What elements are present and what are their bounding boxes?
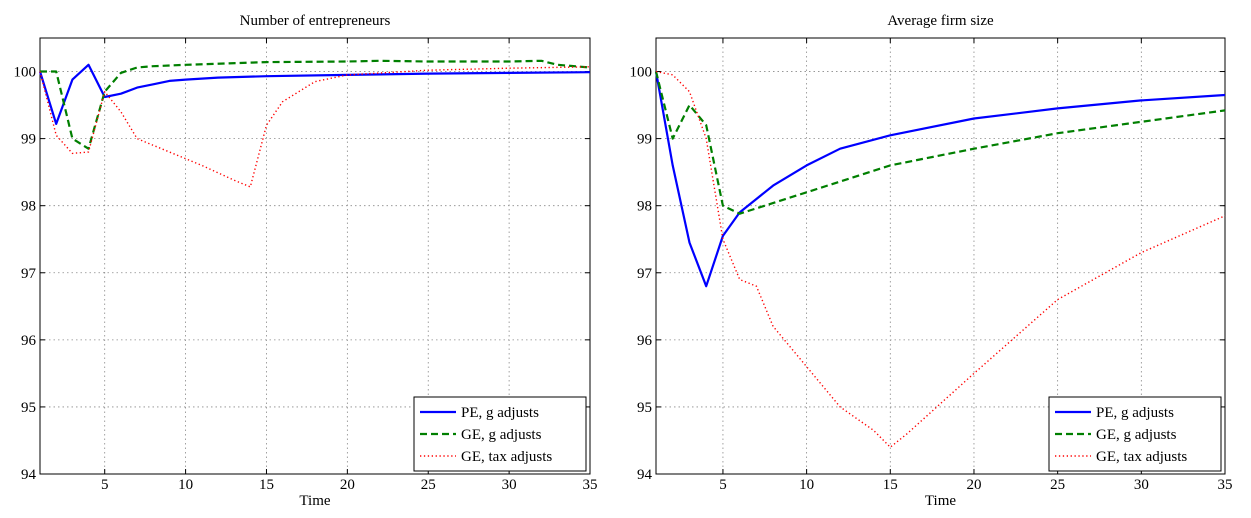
y-tick-label: 98 [637,199,652,215]
x-tick-label: 5 [101,477,109,493]
y-tick-label: 95 [21,400,36,416]
y-tick-label: 97 [637,266,653,282]
legend-label: GE, g adjusts [461,427,542,443]
plot-frame [39,37,591,475]
chart-title: Average firm size [887,13,994,29]
legend-label: PE, g adjusts [1096,405,1174,421]
series-line-2 [654,71,1226,215]
y-tick-label: 97 [21,266,37,282]
y-tick-label: 99 [21,132,36,148]
legend: PE, g adjusts GE, g adjusts GE, tax adjust… [413,396,587,472]
y-tick-label: 96 [637,333,653,349]
legend: PE, g adjusts GE, g adjusts GE, tax adjust… [1048,396,1222,472]
y-tick-label: 95 [637,400,652,416]
x-tick-label: 25 [1050,477,1065,493]
x-axis-label: Time [299,493,330,509]
y-tick-label: 96 [21,333,37,349]
legend-label: GE, tax adjusts [1096,449,1187,465]
chart-panel-1: Number of entrepreneurs 5 10 15 20 25 30 35 94 95… [14,13,598,509]
x-tick-label: 35 [583,477,598,493]
legend-label: PE, g adjusts [461,405,539,421]
x-tick-label: 30 [1134,477,1149,493]
chart-panel-2: Average firm size 5 10 15 20 25 30 35 94 95 96 97 98… [630,13,1233,509]
plot-frame [655,37,1226,475]
x-tick-label: 10 [799,477,814,493]
y-tick-label: 100 [630,65,653,81]
series-line-1 [38,63,591,125]
series-line-3 [39,66,591,188]
y-tick-label: 99 [637,132,652,148]
x-tick-label: 5 [719,477,727,493]
y-tick-label: 98 [21,199,36,215]
x-tick-label: 20 [966,477,981,493]
x-axis-label: Time [925,493,956,509]
legend-label: GE, g adjusts [1096,427,1177,443]
chart-title: Number of entrepreneurs [240,13,391,29]
x-tick-label: 35 [1218,477,1233,493]
x-tick-label: 15 [883,477,898,493]
y-tick-label: 94 [21,467,37,483]
series-line-2 [40,59,591,150]
x-tick-label: 20 [340,477,355,493]
x-tick-label: 25 [421,477,436,493]
x-tick-label: 30 [502,477,517,493]
series-line-3 [655,70,1226,448]
y-tick-label: 100 [14,65,37,81]
x-tick-label: 10 [178,477,193,493]
y-tick-label: 94 [637,467,653,483]
legend-label: GE, tax adjusts [461,449,552,465]
series-line-1 [654,71,1226,288]
x-tick-label: 15 [259,477,274,493]
